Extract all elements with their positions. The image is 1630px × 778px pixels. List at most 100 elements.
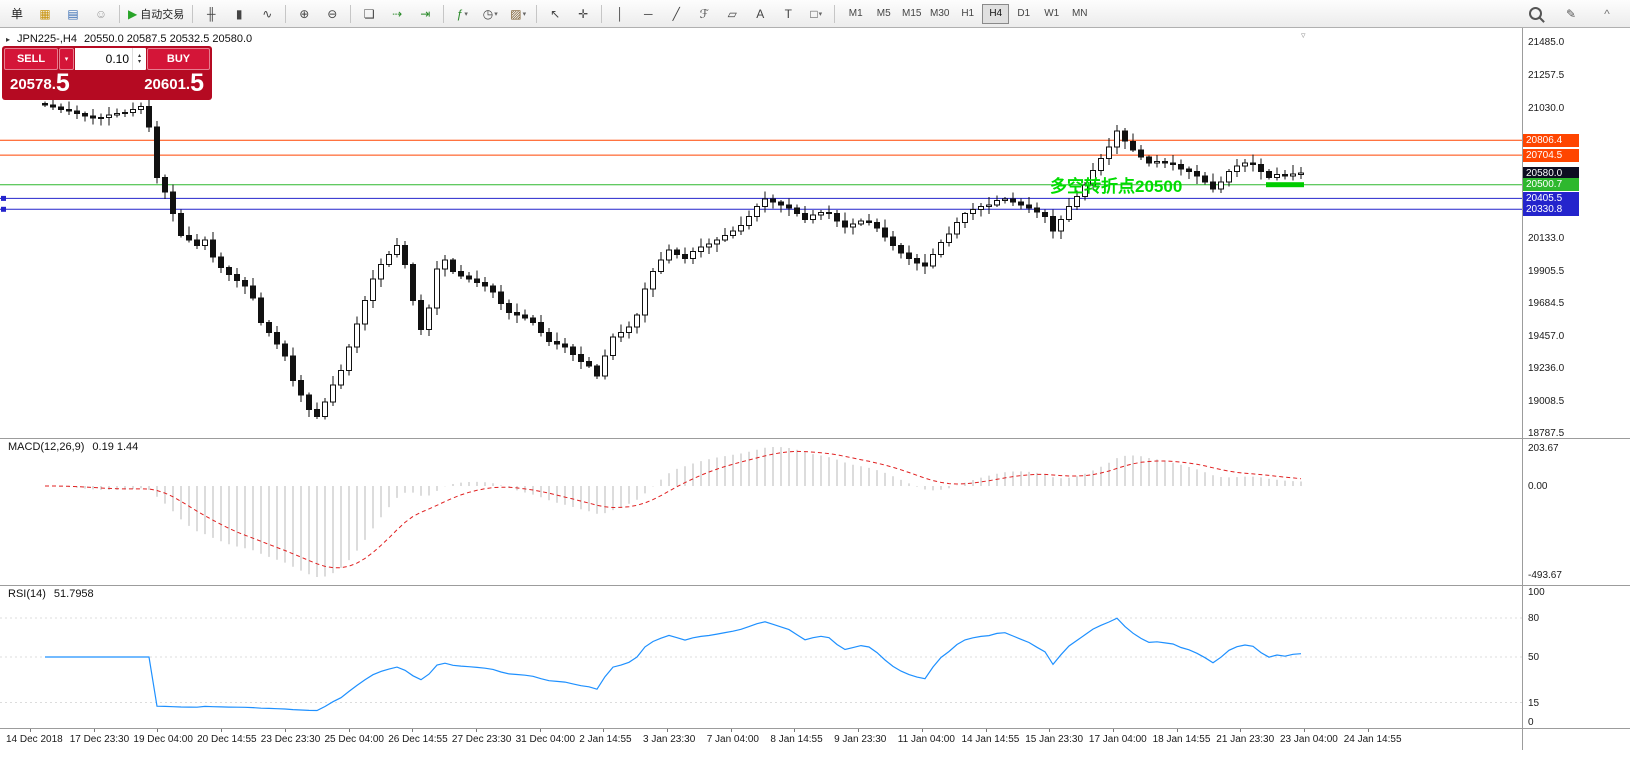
text-button[interactable]: A: [747, 3, 773, 25]
caret-down-icon: ▾: [522, 10, 527, 18]
toolbar-right-group: ✎ ^: [1522, 3, 1626, 25]
time-axis[interactable]: 14 Dec 2018 17 Dec 23:30 19 Dec 04:00 20 De…: [0, 729, 1522, 750]
trendline-button[interactable]: ╱: [663, 3, 689, 25]
edit-button[interactable]: ✎: [1558, 3, 1584, 25]
crosshair-icon: ✛: [578, 6, 589, 21]
time-axis-label: 23 Jan 04:00: [1280, 734, 1338, 745]
rsi-axis-label: 80: [1528, 613, 1540, 624]
timeframe-m30-button[interactable]: M30: [930, 8, 950, 19]
chart-annotation-text[interactable]: 多空转折点20500: [1050, 177, 1183, 196]
timeframe-toolbar: M1 M5 M15 M30 H1 H4 D1 W1 MN: [842, 3, 1093, 24]
price-axis-label: 21257.5: [1528, 69, 1565, 81]
rsi-axis-label: 0: [1528, 717, 1534, 728]
time-axis-label: 9 Jan 23:30: [834, 734, 887, 745]
periods-button[interactable]: ◷ ▾: [477, 3, 503, 25]
rsi-level-lines: [0, 617, 1522, 703]
symbol-marker-icon: ▸: [6, 34, 11, 44]
horizontal-lines[interactable]: [0, 139, 1522, 212]
price-axis[interactable]: 21485.0 21257.5 21030.0 20133.0 19905.5 19684…: [1522, 28, 1630, 750]
label-button[interactable]: T: [775, 3, 801, 25]
rsi-axis-label: 15: [1528, 697, 1540, 709]
time-axis-label: 31 Dec 04:00: [515, 734, 576, 745]
fibo-button[interactable]: ℱ: [691, 3, 717, 25]
chart-shift-icon: ⇥: [420, 6, 431, 21]
main-chart[interactable]: [0, 28, 1522, 438]
time-axis-tick: [412, 729, 414, 732]
timeframe-m15-button[interactable]: M15: [902, 8, 922, 19]
auto-scroll-button[interactable]: ⇢: [384, 3, 410, 25]
pane-separator[interactable]: [0, 585, 1630, 586]
autotrading-button[interactable]: ▶ 自动交易: [125, 3, 187, 25]
tile-windows-icon: ❏: [363, 6, 375, 21]
time-axis-tick: [921, 729, 923, 732]
lot-stepper[interactable]: ▴ ▾: [132, 48, 146, 70]
time-axis-tick: [1304, 729, 1305, 732]
trade-options-caret[interactable]: ▾: [59, 48, 74, 70]
pane-separator[interactable]: [0, 438, 1630, 439]
chart-shift-button[interactable]: ⇥: [412, 3, 438, 25]
time-axis-tick: [1112, 729, 1114, 732]
buy-button[interactable]: BUY: [147, 48, 210, 70]
cursor-button[interactable]: ↖: [542, 3, 568, 25]
community-button[interactable]: ☺: [88, 3, 114, 25]
metaeditor-button[interactable]: ▦: [32, 3, 58, 25]
timeframe-mn-button[interactable]: MN: [1071, 8, 1088, 19]
vline-button[interactable]: │: [607, 3, 633, 25]
lot-size-input[interactable]: [75, 48, 132, 70]
time-axis-label: 8 Jan 14:55: [770, 734, 823, 745]
shapes-icon: □: [810, 6, 818, 21]
sell-price-main: 20578.: [10, 76, 56, 93]
trade-panel-prices: 20578. 5 20601. 5: [4, 70, 210, 98]
timeframe-h4-button[interactable]: H4: [982, 3, 1010, 24]
shapes-button[interactable]: □ ▾: [803, 3, 829, 25]
timeframe-d1-button[interactable]: D1: [1017, 8, 1031, 19]
pane-separator[interactable]: [0, 728, 1630, 729]
price-tag: 20704.5: [1523, 148, 1579, 162]
highlight-segment[interactable]: [1266, 182, 1304, 188]
toolbar-separator: [285, 4, 287, 23]
timeframe-m1-button[interactable]: M1: [848, 8, 863, 19]
price-tag: 20500.7: [1523, 178, 1579, 192]
rsi-pane[interactable]: [0, 586, 1522, 728]
zoom-out-button[interactable]: ⊖: [319, 3, 345, 25]
collapse-toolbar-button[interactable]: ^: [1594, 3, 1620, 25]
time-axis-tick: [539, 729, 541, 732]
hline-button[interactable]: ─: [635, 3, 661, 25]
chart-shift-marker-icon[interactable]: ▿: [1301, 30, 1306, 40]
timeframe-w1-button[interactable]: W1: [1044, 8, 1060, 19]
timeframe-m5-button[interactable]: M5: [876, 8, 891, 19]
bars-chart-button[interactable]: ╫: [198, 3, 224, 25]
time-axis-label: 27 Dec 23:30: [451, 734, 512, 745]
candles-chart-button[interactable]: ▮: [226, 3, 252, 25]
buy-price-main: 20601.: [144, 76, 191, 93]
timeframe-h1-button[interactable]: H1: [961, 8, 975, 19]
sell-button[interactable]: SELL: [4, 48, 58, 70]
label-icon: T: [784, 6, 792, 21]
crosshair-button[interactable]: ✛: [570, 3, 596, 25]
toolbar-separator: [443, 4, 445, 23]
macd-pane[interactable]: [0, 439, 1522, 585]
charts-window-button[interactable]: ▤: [60, 3, 86, 25]
toolbar-separator: [601, 4, 603, 23]
new-order-button[interactable]: 单: [4, 3, 30, 25]
zoom-in-button[interactable]: ⊕: [291, 3, 317, 25]
new-order-icon: 单: [10, 7, 23, 21]
templates-button[interactable]: ▨ ▾: [505, 3, 531, 25]
symbol-header: ▸ JPN225-,H4 20550.0 20587.5 20532.5 205…: [6, 33, 252, 45]
channel-icon: ▱: [727, 6, 737, 21]
line-chart-button[interactable]: ∿: [254, 3, 280, 25]
stepper-down-icon[interactable]: ▾: [137, 59, 141, 65]
search-icon: [1528, 7, 1542, 20]
search-button[interactable]: [1522, 3, 1548, 25]
indicators-button[interactable]: ƒ ▾: [449, 3, 475, 25]
time-axis-label: 3 Jan 23:30: [643, 734, 696, 745]
one-click-trading-panel: SELL ▾ ▴ ▾ BUY 20578. 5 20601. 5: [2, 46, 212, 100]
time-axis-tick: [93, 729, 95, 732]
tile-windows-button[interactable]: ❏: [356, 3, 382, 25]
time-axis-tick: [794, 729, 796, 732]
collapse-toolbar-icon: ^: [1604, 6, 1610, 21]
channel-button[interactable]: ▱: [719, 3, 745, 25]
time-axis-tick: [1049, 729, 1051, 732]
stepper-up-icon[interactable]: ▴: [137, 53, 141, 59]
price-axis-label: 19684.5: [1528, 297, 1565, 309]
